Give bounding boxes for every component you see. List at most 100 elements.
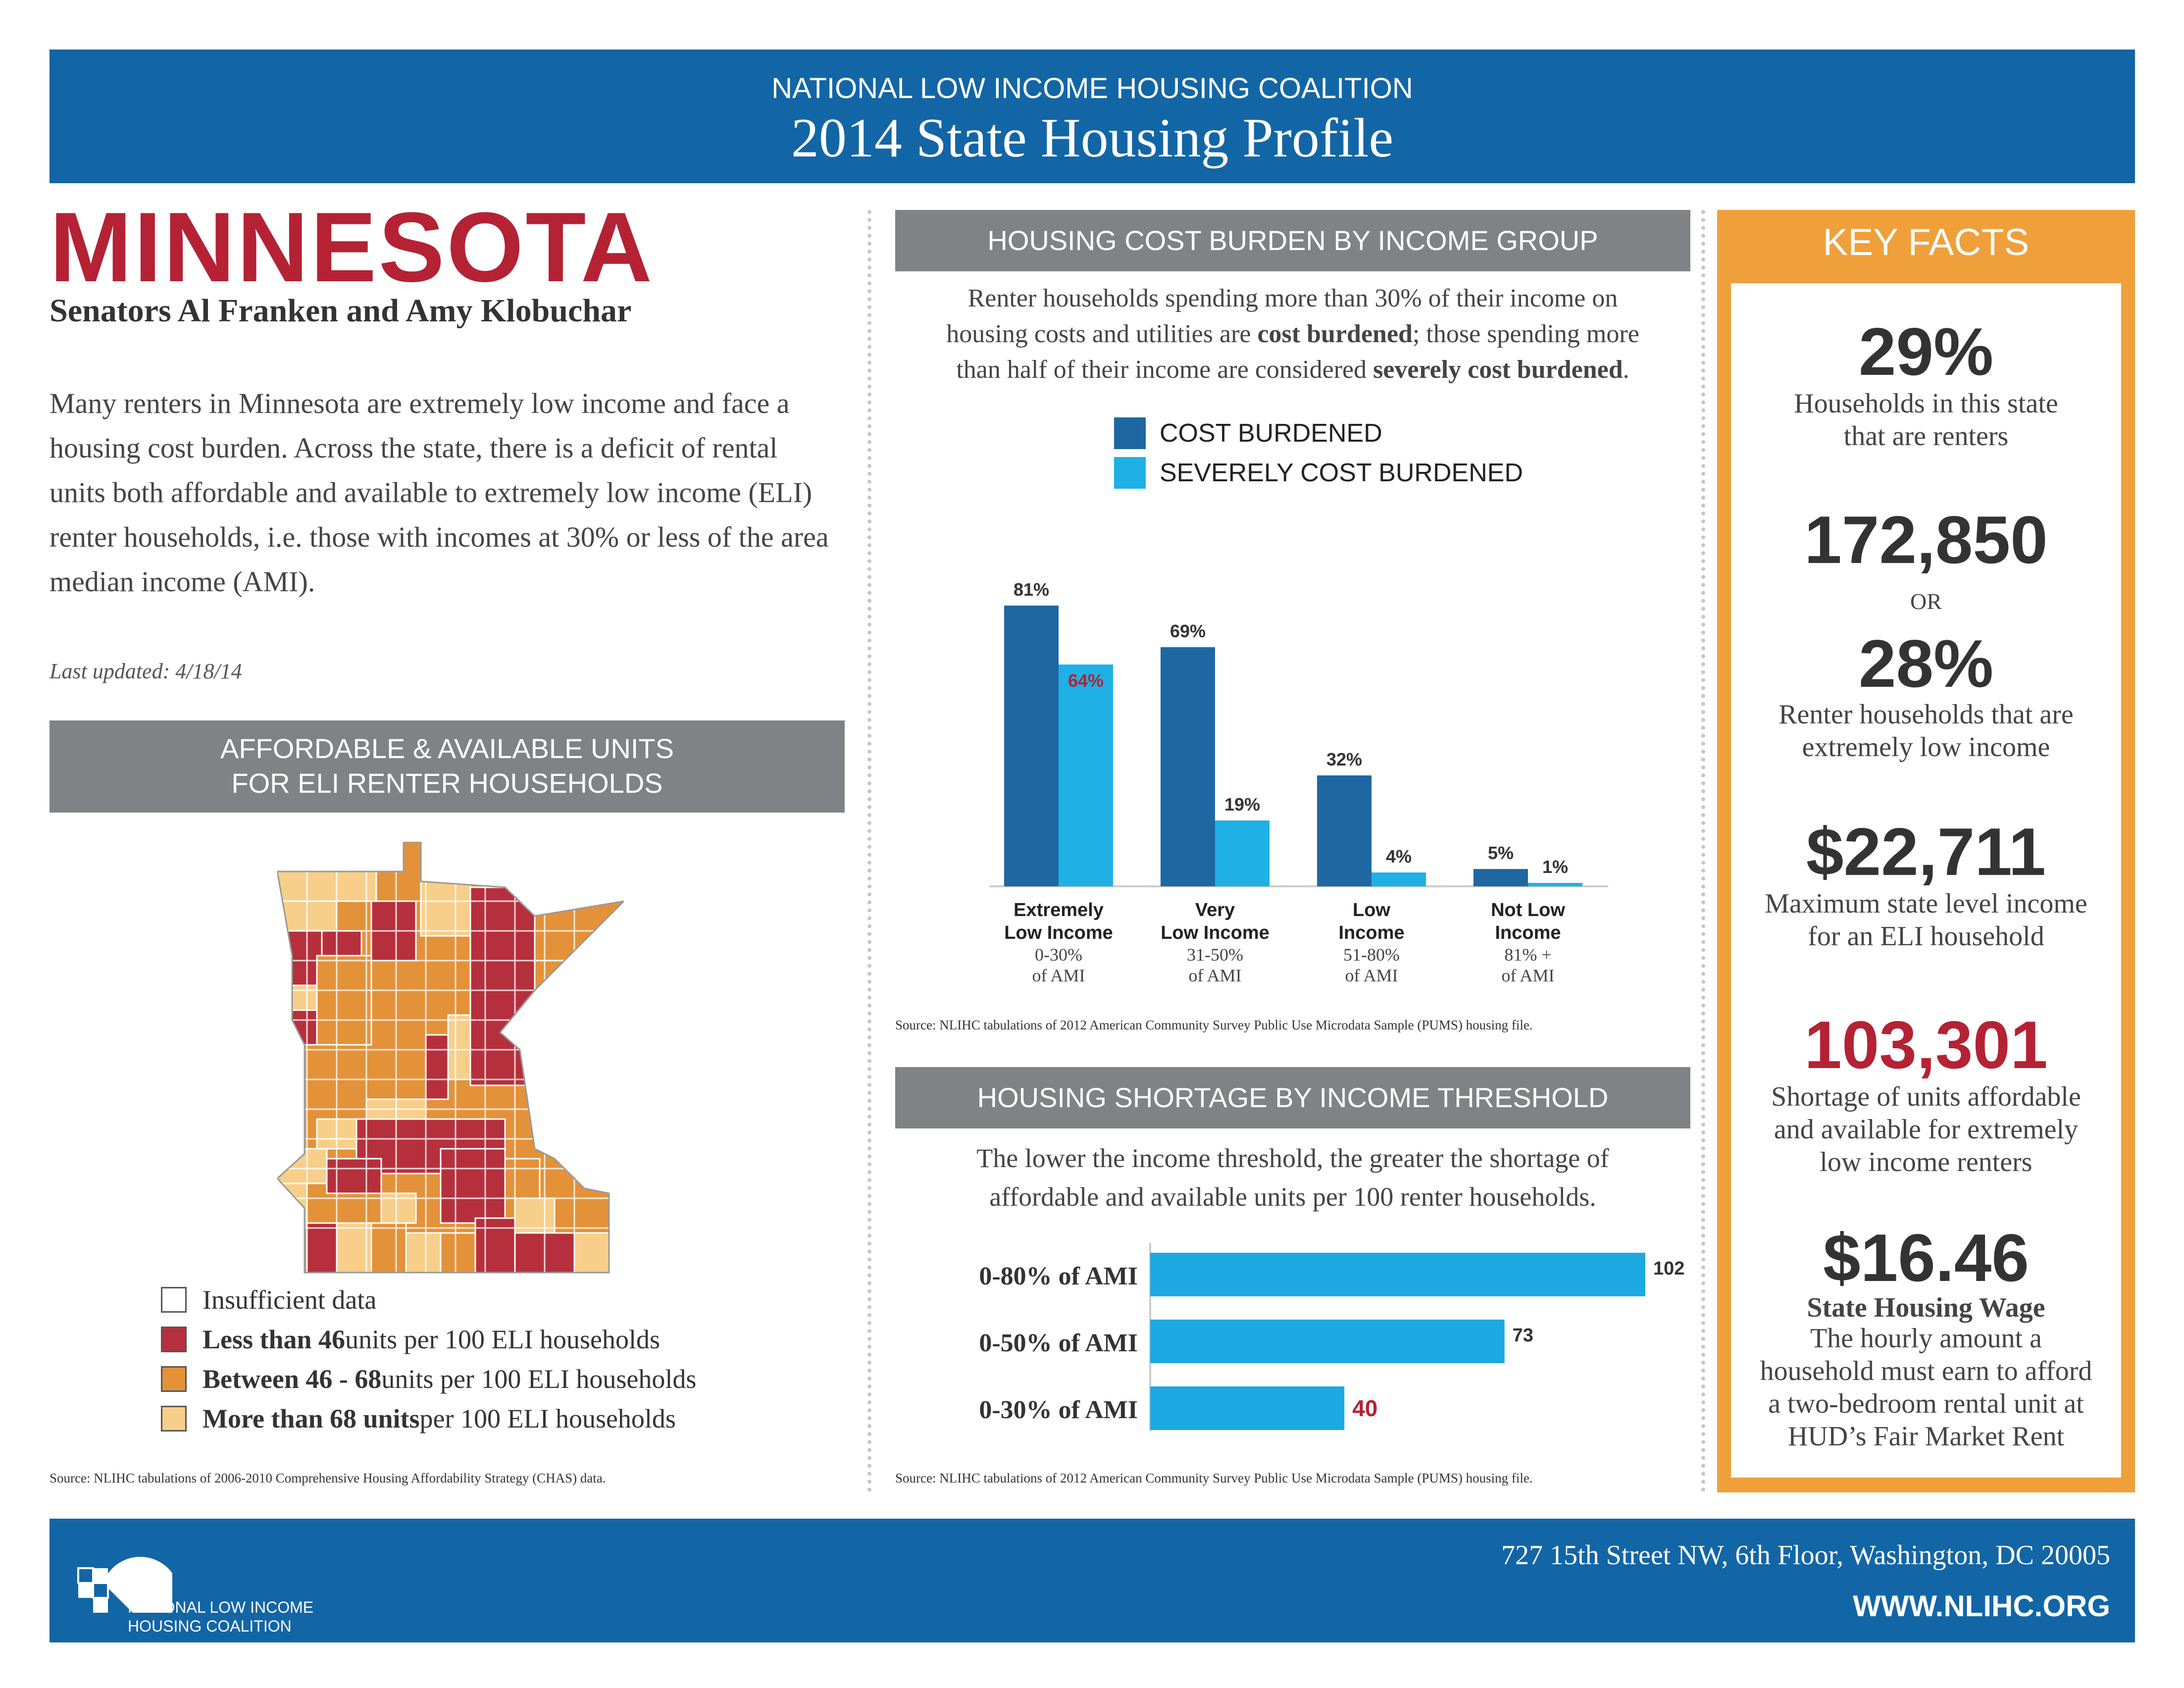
shortage-category-label: 0-50% of AMI xyxy=(979,1329,1138,1357)
legend-swatch-mid xyxy=(161,1366,187,1392)
fact-housing-wage-line3: a two-bedroom rental unit at xyxy=(1768,1388,2084,1419)
fact-max-income: $22,711 xyxy=(1806,814,2046,889)
footer-logo-line1: NATIONAL LOW INCOME xyxy=(128,1598,314,1616)
burden-heading: HOUSING COST BURDEN BY INCOME GROUP xyxy=(895,210,1690,271)
shortage-desc-line2: affordable and available units per 100 r… xyxy=(989,1182,1596,1212)
burden-category-range: 81% + xyxy=(1504,945,1551,965)
legend-swatch-severe xyxy=(1114,457,1146,489)
burden-bar-cost xyxy=(1473,869,1528,886)
burden-value-label: 64% xyxy=(1068,670,1104,691)
map-source: Source: NLIHC tabulations of 2006-2010 C… xyxy=(50,1471,606,1485)
column-divider-right xyxy=(1701,210,1705,1492)
legend-bold: Less than 46 xyxy=(203,1325,346,1354)
burden-value-label: 81% xyxy=(1014,579,1049,600)
shortage-value-label: 73 xyxy=(1513,1325,1533,1346)
fact-eli-share: 28% xyxy=(1858,626,1994,701)
burden-bar-severe xyxy=(1059,665,1113,886)
burden-category-label: Income xyxy=(1495,922,1561,943)
page-title: 2014 State Housing Profile xyxy=(791,107,1394,169)
legend-item: Between 46 - 68 units per 100 ELI househ… xyxy=(161,1359,696,1399)
shortage-bar xyxy=(1150,1386,1345,1430)
fact-shortage-line2: and available for extremely xyxy=(1774,1114,2079,1145)
burden-value-label: 5% xyxy=(1488,843,1514,863)
fact-or: OR xyxy=(1910,589,1942,614)
legend-label: per 100 ELI households xyxy=(419,1404,676,1433)
footer-logo-text: NATIONAL LOW INCOME HOUSING COALITION xyxy=(128,1598,313,1636)
burden-bar-cost xyxy=(1004,606,1059,886)
fact-shortage: 103,301 xyxy=(1804,1007,2048,1082)
shortage-source: Source: NLIHC tabulations of 2012 Americ… xyxy=(895,1471,1533,1485)
burden-legend: COST BURDENED SEVERELY COST BURDENED xyxy=(1114,413,1523,493)
shortage-heading: HOUSING SHORTAGE BY INCOME THRESHOLD xyxy=(895,1067,1690,1128)
map-legend: Insufficient data Less than 46 units per… xyxy=(161,1280,696,1438)
fact-housing-wage-label: State Housing Wage xyxy=(1807,1292,2045,1323)
units-heading-line1: AFFORDABLE & AVAILABLE UNITS xyxy=(220,733,674,764)
burden-value-label: 69% xyxy=(1170,621,1206,641)
legend-item: More than 68 units per 100 ELI household… xyxy=(161,1399,696,1438)
burden-value-label: 4% xyxy=(1386,846,1412,867)
burden-bar-cost xyxy=(1161,647,1215,886)
burden-bar-severe xyxy=(1371,872,1426,886)
fact-eli-share-line2: extremely low income xyxy=(1802,732,2050,763)
burden-category-label: Very xyxy=(1195,900,1235,921)
burden-desc-line3a: than half of their income are considered xyxy=(956,356,1373,384)
shortage-description: The lower the income threshold, the grea… xyxy=(895,1139,1690,1216)
footer-address: 727 15th Street NW, 6th Floor, Washingto… xyxy=(1501,1540,2110,1571)
legend-label: Insufficient data xyxy=(203,1285,377,1315)
footer-banner: NATIONAL LOW INCOME HOUSING COALITION 72… xyxy=(50,1519,2135,1642)
fact-shortage-line3: low income renters xyxy=(1820,1147,2032,1177)
burden-source: Source: NLIHC tabulations of 2012 Americ… xyxy=(895,1018,1533,1032)
burden-category-range: of AMI xyxy=(1189,966,1242,985)
burden-desc-term-cost: cost burdened xyxy=(1257,320,1413,348)
burden-value-label: 19% xyxy=(1224,794,1260,815)
legend-label-cost: COST BURDENED xyxy=(1160,419,1382,448)
state-name: MINNESOTA xyxy=(50,192,655,303)
column-divider-left xyxy=(867,210,871,1492)
legend-label: units per 100 ELI households xyxy=(345,1325,660,1354)
burden-category-label: Not Low xyxy=(1491,900,1565,921)
legend-swatch-high xyxy=(161,1406,187,1432)
burden-category-label: Low Income xyxy=(1161,922,1270,943)
burden-description: Renter households spending more than 30%… xyxy=(895,281,1690,388)
key-facts-title: KEY FACTS xyxy=(1823,221,2030,263)
shortage-value-label: 102 xyxy=(1653,1258,1684,1279)
shortage-category-label: 0-30% of AMI xyxy=(979,1396,1138,1424)
fact-eli-count: 172,850 xyxy=(1804,502,2048,577)
intro-paragraph: Many renters in Minnesota are extremely … xyxy=(50,387,829,598)
burden-bar-severe xyxy=(1215,820,1270,886)
shortage-desc-line1: The lower the income threshold, the grea… xyxy=(976,1143,1609,1173)
burden-category-range: 51-80% xyxy=(1343,945,1400,965)
units-heading-line2: FOR ELI RENTER HOUSEHOLDS xyxy=(231,767,663,799)
fact-housing-wage-line2: household must earn to afford xyxy=(1760,1356,2092,1386)
shortage-bar-chart: 0-80% of AMI 102 0-50% of AMI 73 0-30% of AM… xyxy=(979,1243,1684,1431)
fact-housing-wage: $16.46 xyxy=(1823,1220,2029,1295)
footer-website-link[interactable]: WWW.NLIHC.ORG xyxy=(1853,1589,2110,1623)
nlihc-logo-icon xyxy=(77,1557,172,1613)
fact-shortage-line1: Shortage of units affordable xyxy=(1771,1081,2081,1112)
fact-housing-wage-line1: The hourly amount a xyxy=(1810,1323,2042,1354)
burden-desc-line2a: housing costs and utilities are xyxy=(946,320,1258,348)
burden-category-range: of AMI xyxy=(1032,966,1085,985)
burden-category-range: 31-50% xyxy=(1187,945,1243,965)
legend-swatch-insufficient xyxy=(161,1287,187,1313)
burden-category-range: of AMI xyxy=(1345,966,1398,985)
shortage-bar xyxy=(1150,1253,1645,1296)
legend-label-severe: SEVERELY COST BURDENED xyxy=(1160,459,1523,487)
burden-category-range: 0-30% xyxy=(1035,945,1082,965)
minnesota-county-map xyxy=(277,842,624,1274)
legend-bold: More than 68 units xyxy=(203,1404,420,1433)
fact-renter-share-line1: Households in this state xyxy=(1794,388,2058,419)
legend-label: units per 100 ELI households xyxy=(381,1364,697,1394)
legend-swatch-low xyxy=(161,1327,187,1352)
fact-eli-share-line1: Renter households that are xyxy=(1778,699,2074,730)
header-org: NATIONAL LOW INCOME HOUSING COALITION xyxy=(771,72,1413,104)
burden-legend-item: COST BURDENED xyxy=(1114,413,1523,453)
burden-category-label: Low Income xyxy=(1004,922,1113,943)
burden-value-label: 1% xyxy=(1542,857,1568,877)
shortage-category-label: 0-80% of AMI xyxy=(979,1262,1138,1290)
burden-desc-line3c: . xyxy=(1623,356,1629,384)
shortage-bar xyxy=(1150,1320,1505,1363)
burden-desc-line2c: ; those spending more xyxy=(1412,320,1639,348)
footer-logo-line2: HOUSING COALITION xyxy=(128,1617,292,1635)
